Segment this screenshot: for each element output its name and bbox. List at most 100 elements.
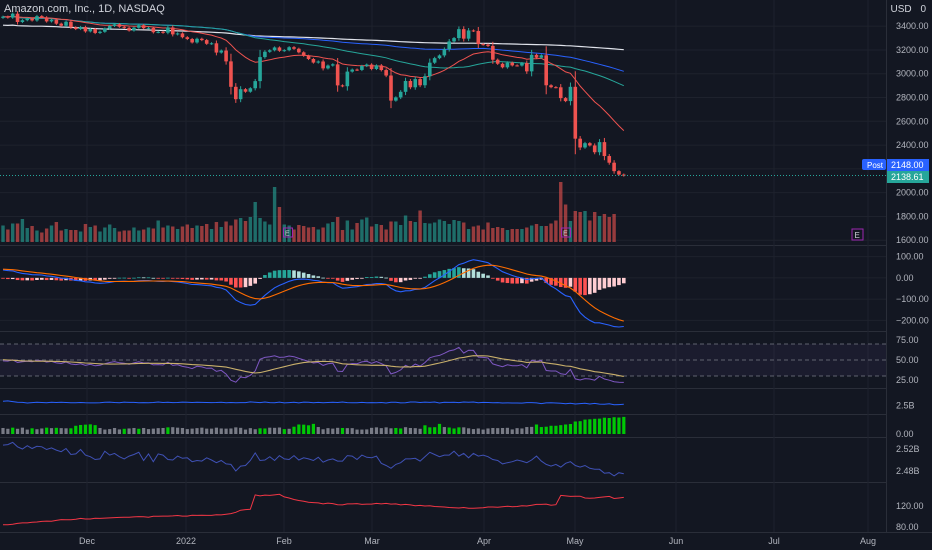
candle-body — [98, 31, 102, 33]
macd-histogram-bar — [263, 275, 267, 278]
rsi-tick-label: 25.00 — [896, 375, 919, 385]
volume-bar — [413, 222, 417, 242]
ma-mid-line — [2, 15, 624, 87]
macd-histogram-bar — [127, 277, 131, 279]
volume-bar — [534, 224, 539, 242]
currency-label[interactable]: USD 0 — [891, 4, 926, 15]
macd-histogram-bar — [331, 277, 335, 279]
volume-bar — [559, 182, 563, 242]
volume-bar — [127, 230, 131, 242]
candle-body — [369, 64, 374, 69]
green-histogram-bar — [394, 427, 398, 434]
macd-histogram-bar — [403, 277, 408, 281]
volume-bar — [35, 230, 39, 242]
macd-histogram-bar — [364, 277, 369, 278]
green-histogram-bar — [486, 428, 490, 434]
green-histogram-bar — [171, 427, 175, 434]
macd-histogram-bar — [146, 277, 151, 279]
candle-body — [243, 89, 248, 92]
green-histogram-bar — [64, 428, 68, 434]
volume-bar — [40, 232, 44, 242]
candle-body — [355, 69, 359, 71]
volume-bar — [491, 228, 495, 242]
macd-histogram-bar — [117, 277, 122, 279]
green-histogram-bar — [79, 424, 83, 434]
green-histogram-bar — [112, 427, 117, 434]
macd-histogram-bar — [73, 277, 78, 281]
time-axis-label: Jul — [768, 536, 780, 546]
macd-histogram-bar — [180, 277, 185, 279]
volume-bar — [205, 224, 209, 242]
green-histogram-bar — [505, 427, 509, 434]
volume-bar — [195, 225, 199, 242]
macd-histogram-bar — [520, 277, 524, 284]
macd-histogram-bar — [418, 277, 422, 279]
macd-histogram-bar — [607, 277, 612, 288]
macd-tick-label: 100.00 — [896, 252, 924, 262]
candle-body — [335, 64, 340, 86]
macd-histogram-bar — [432, 272, 437, 278]
candle-body — [437, 55, 442, 59]
green-histogram-bar — [452, 428, 456, 434]
green-histogram-bar — [437, 423, 442, 434]
candle-body — [384, 70, 388, 76]
green-histogram-bar — [365, 429, 369, 434]
volume-bar — [374, 224, 379, 242]
macd-histogram-bar — [539, 277, 544, 280]
symbol-title[interactable]: Amazon.com, Inc., 1D, NASDAQ — [4, 3, 165, 15]
time-axis-label: Jun — [669, 536, 684, 546]
macd-histogram-bar — [175, 277, 180, 279]
candle-body — [267, 50, 272, 52]
candle-body — [180, 33, 185, 38]
candle-body — [476, 30, 481, 45]
green-histogram-bar — [132, 427, 136, 434]
volume-bar — [282, 224, 286, 242]
green-histogram-bar — [413, 428, 417, 434]
green-histogram-bar — [612, 417, 616, 434]
price-tick-label: 3000.00 — [896, 69, 929, 79]
post-label-tag — [862, 159, 886, 170]
volume-bar — [462, 222, 466, 242]
volume-bar — [476, 225, 480, 242]
macd-histogram-bar — [78, 277, 83, 281]
candle-body — [622, 174, 626, 176]
macd-histogram-bar — [44, 277, 49, 281]
macd-histogram-bar — [413, 277, 418, 279]
candle-body — [442, 49, 447, 56]
green-histogram-bar — [515, 428, 519, 434]
candle-body — [495, 59, 500, 64]
green-histogram-bar — [214, 427, 218, 434]
macd-histogram-bar — [558, 277, 563, 288]
volume-bar — [452, 220, 456, 242]
green-histogram-bar — [306, 425, 311, 434]
volume-bar — [25, 228, 29, 242]
green-histogram-bar — [6, 428, 10, 434]
macd-histogram-bar — [355, 277, 359, 279]
candle-body — [597, 142, 602, 153]
candle-body — [219, 50, 224, 53]
macd-histogram-bar — [525, 277, 529, 284]
candle-body — [321, 61, 325, 69]
candle-body — [54, 19, 59, 24]
macd-histogram-bar — [408, 277, 413, 280]
volume-bar — [471, 226, 476, 242]
macd-histogram-bar — [229, 277, 233, 285]
macd-histogram-bar — [49, 277, 54, 280]
rsi-ma-line — [2, 355, 624, 377]
macd-histogram-bar — [141, 277, 146, 279]
candle-body — [272, 47, 277, 51]
volume-bar — [321, 227, 325, 242]
volume-bar — [578, 212, 582, 242]
macd-histogram-bar — [224, 277, 228, 282]
macd-histogram-bar — [568, 277, 573, 287]
candle-body — [93, 29, 97, 33]
macd-histogram-bar — [335, 277, 340, 281]
green-histogram-bar — [15, 428, 20, 434]
volume-bar — [369, 226, 374, 242]
candle-body — [360, 66, 364, 70]
volume-bar — [365, 217, 369, 242]
volume-bar — [243, 221, 248, 242]
macd-histogram-bar — [442, 270, 447, 278]
